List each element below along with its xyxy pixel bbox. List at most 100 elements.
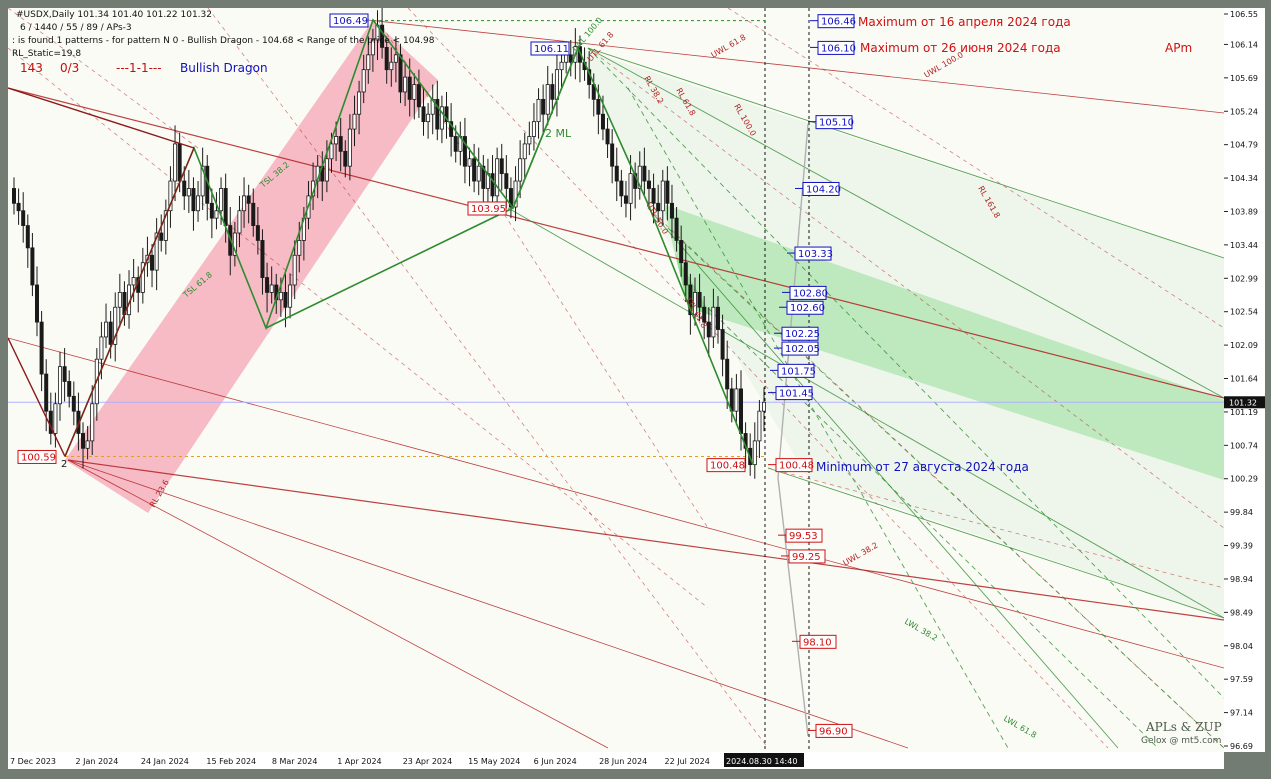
level-label-text: 99.25 — [792, 552, 821, 563]
x-tick-label: 15 Feb 2024 — [206, 757, 256, 766]
candle-body — [352, 113, 357, 130]
candle-body — [53, 403, 58, 434]
pattern-name: Bullish Dragon — [180, 61, 268, 75]
y-tick-label: 101.19 — [1230, 408, 1258, 417]
apm-tag: APm — [1165, 41, 1193, 55]
watermark-sub: Gelox @ mt5.com — [1141, 736, 1222, 746]
candle-body — [541, 98, 546, 115]
channel-line — [647, 207, 1119, 749]
channel-line — [587, 47, 1224, 399]
fib-line-label: LWL 61.8 — [1002, 714, 1038, 740]
candle-body — [108, 321, 113, 345]
level-label: 101.75 — [770, 363, 816, 378]
y-tick-label: 98.49 — [1230, 608, 1253, 617]
fib-line — [587, 47, 1224, 529]
candle-body — [738, 388, 743, 434]
candle-body — [278, 291, 283, 301]
candle-body — [444, 106, 449, 123]
candle-body — [762, 401, 767, 412]
x-tick-label: 7 Dec 2023 — [10, 757, 56, 766]
x-tick-label: 8 Mar 2024 — [272, 757, 318, 766]
candle-body — [614, 165, 619, 182]
candle-body — [674, 217, 679, 241]
pivot-label-box — [706, 458, 746, 473]
trend-leg — [8, 337, 66, 457]
candle-body — [329, 143, 334, 160]
y-tick-label: 97.59 — [1230, 675, 1253, 684]
pattern-leg — [265, 207, 514, 329]
candle-body — [117, 291, 122, 308]
candle-body — [196, 195, 201, 212]
y-tick-label: 101.64 — [1230, 375, 1258, 384]
candle-body — [628, 173, 633, 204]
candle-body — [159, 232, 164, 241]
level-label-text: 102.25 — [785, 329, 820, 340]
plot-area[interactable]: UWL 61.8 UWL 100.0 UWL 38.2 RL 61.8 RL 100.0… — [8, 8, 1224, 752]
candle-body — [527, 136, 532, 145]
candle-body — [688, 284, 693, 316]
pivot-label-text: 100.48 — [710, 461, 745, 472]
candle-body — [21, 210, 26, 226]
fib-line — [647, 207, 1224, 749]
max-april-annotation: Maximum от 16 апреля 2024 года — [858, 15, 1071, 29]
candle-body — [58, 366, 63, 405]
candle-body — [715, 306, 720, 330]
y-tick-label: 102.09 — [1230, 341, 1258, 350]
price-axis[interactable]: 106.55 106.14 105.69 105.24 104.79 104.34 103.… — [1224, 8, 1265, 752]
y-tick-label: 98.94 — [1230, 575, 1253, 584]
candle-body — [757, 410, 762, 442]
candle-body — [389, 61, 394, 71]
candle-body — [669, 202, 674, 219]
candle-body — [35, 284, 40, 323]
level-label: 96.90 — [808, 723, 853, 738]
pattern-info-line: : is found 1 patterns - for pattern N 0 … — [12, 36, 435, 46]
level-label-text: 101.45 — [779, 389, 814, 400]
candle-body — [476, 165, 481, 182]
y-tick-label: 102.99 — [1230, 274, 1258, 283]
level-label-text: 101.75 — [781, 366, 816, 377]
candle-body — [504, 173, 509, 189]
level-label-text: 104.20 — [806, 184, 841, 195]
candle-body — [131, 277, 136, 286]
pivot-label-text: 106.49 — [333, 16, 368, 27]
candle-body — [508, 188, 513, 208]
candle-body — [90, 403, 95, 442]
candle-body — [550, 84, 555, 100]
candle-body — [439, 106, 444, 130]
candle-body — [646, 180, 651, 189]
candle-body — [559, 61, 564, 71]
fib-line-label: LWL 38.2 — [903, 617, 939, 643]
candle-body — [720, 329, 725, 360]
level-label: 98.10 — [792, 634, 837, 649]
candle-body — [531, 121, 536, 137]
level-label-text: 105.10 — [819, 118, 854, 129]
pivot-label-text: 103.95 — [471, 204, 506, 215]
level-label-text: 98.10 — [803, 637, 832, 648]
candle-body — [297, 240, 302, 256]
candle-body — [237, 210, 242, 234]
pivot-label-box — [467, 201, 507, 216]
level-label: 99.53 — [778, 528, 823, 543]
candle-body — [453, 136, 458, 152]
time-axis[interactable]: 7 Dec 2023 2 Jan 2024 24 Jan 2024 15 Feb 20… — [8, 752, 1224, 769]
level-label-text: 106.46 — [821, 17, 856, 28]
fib-line — [727, 8, 1224, 329]
candle-body — [702, 306, 707, 323]
level-label: 102.25 — [774, 326, 820, 341]
symbol-quote-line: #USDX,Daily 101.34 101.40 101.22 101.32 — [16, 10, 212, 20]
level-label-text: 102.05 — [785, 344, 820, 355]
candle-body — [99, 336, 104, 360]
candle-body — [191, 188, 196, 212]
pivot-label: 106.11 — [530, 41, 570, 56]
candle-body — [435, 98, 440, 130]
y-tick-label: 99.84 — [1230, 508, 1253, 517]
candle-body — [251, 202, 256, 226]
candle-body — [656, 202, 661, 212]
fib-line — [67, 459, 609, 749]
candle-body — [140, 262, 145, 293]
pivot-label: 100.48 — [706, 458, 746, 473]
candle-body — [384, 47, 389, 71]
y-tick-label: 105.24 — [1230, 107, 1258, 116]
candle-body — [104, 321, 109, 338]
